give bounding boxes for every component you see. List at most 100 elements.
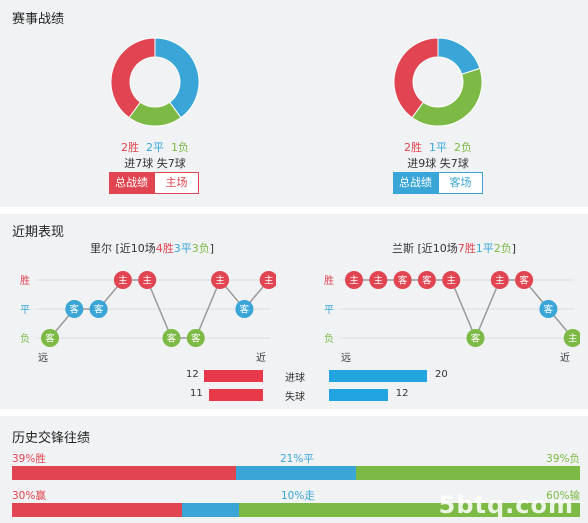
away-form-match-dot — [442, 271, 461, 289]
away-form-venue-label: 主 — [446, 275, 456, 287]
home-form-venue-label: 客 — [94, 304, 104, 316]
h2h-handicap-bar — [12, 503, 580, 517]
recent-form-title: 近期表现 — [12, 225, 65, 240]
home-form-match-point: 主 — [259, 271, 276, 289]
away-form-match-point: 主 — [345, 271, 363, 289]
home-form-title: 里尔 [近10场4胜3平3负] — [90, 240, 214, 256]
away-form-prefix: 兰斯 [近10场 — [392, 242, 458, 255]
home-form-match-dot — [162, 329, 181, 347]
away-form-match-point: 主 — [563, 329, 580, 347]
home-form-venue-label: 主 — [264, 275, 274, 287]
home-form-wins: 4胜 — [155, 242, 174, 255]
home-form-venue-label: 客 — [240, 304, 250, 316]
home-record-summary: 2胜 2平 1负 — [85, 139, 225, 155]
home-axis-draw: 平 — [20, 305, 30, 316]
home-form-match-point: 客 — [41, 329, 59, 347]
home-axis-far: 远 — [38, 353, 48, 364]
home-form-match-dot — [186, 329, 205, 347]
away-form-venue-label: 客 — [471, 333, 481, 345]
home-form-match-dot — [113, 271, 132, 289]
away-form-match-dot — [417, 271, 436, 289]
home-draws: 2平 — [146, 141, 164, 154]
home-form-match-dot — [259, 271, 276, 289]
home-form-match-dot — [138, 271, 157, 289]
home-form-venue-label: 主 — [118, 275, 128, 287]
home-form-match-dot — [89, 300, 108, 318]
home-goals-summary: 进7球 失7球 — [124, 157, 186, 170]
home-form-match-point: 客 — [162, 329, 181, 347]
away-axis-loss: 负 — [324, 334, 334, 345]
tab-home-overall[interactable]: 总战绩 — [109, 172, 154, 194]
away-form-suffix: ] — [511, 242, 517, 255]
h2h-win-segment — [12, 466, 236, 480]
home-form-match-point: 主 — [113, 271, 132, 289]
conceded-away-value: 12 — [395, 388, 409, 399]
away-form-match-point: 客 — [393, 271, 412, 289]
away-form-venue-label: 主 — [349, 275, 359, 287]
away-form-venue-label: 客 — [519, 275, 529, 287]
away-form-venue-label: 主 — [374, 275, 384, 287]
home-form-trend-line — [49, 278, 270, 339]
home-form-prefix: 里尔 [近10场 — [90, 242, 156, 255]
h2h-loss-label: 39%负 — [546, 453, 580, 465]
home-form-venue-label: 客 — [191, 333, 201, 345]
home-record-tabs: 总战绩 主场 — [109, 172, 199, 194]
away-form-venue-label: 主 — [568, 333, 578, 345]
away-form-wins: 7胜 — [457, 242, 476, 255]
home-form-match-point: 客 — [89, 300, 108, 318]
h2h-handicap-push-label: 10%走 — [281, 490, 315, 502]
conceded-label: 失球 — [285, 392, 305, 403]
home-form-match-dot — [41, 329, 59, 347]
h2h-draw-label: 21%平 — [280, 453, 314, 465]
home-form-venue-label: 客 — [167, 333, 177, 345]
home-form-suffix: ] — [209, 242, 215, 255]
home-wins: 2胜 — [121, 141, 139, 154]
home-form-match-point: 主 — [138, 271, 157, 289]
home-form-venue-label: 主 — [215, 275, 225, 287]
head-to-head-title: 历史交锋往绩 — [12, 431, 91, 446]
h2h-loss-segment — [356, 466, 580, 480]
away-form-match-point: 客 — [417, 271, 436, 289]
tab-away-venue[interactable]: 客场 — [438, 172, 483, 194]
away-form-match-point: 客 — [539, 300, 558, 318]
h2h-handicap-win-label: 30%赢 — [12, 490, 46, 502]
away-form-losses: 2负 — [493, 242, 512, 255]
home-losses: 1负 — [171, 141, 189, 154]
away-form-match-dot — [345, 271, 363, 289]
h2h-result-bar — [12, 466, 580, 480]
away-draws: 1平 — [429, 141, 447, 154]
away-axis-draw: 平 — [324, 305, 334, 316]
away-form-match-point: 客 — [466, 329, 485, 347]
away-record-tabs: 总战绩 客场 — [393, 172, 483, 194]
site-watermark: 5btq.com — [438, 491, 574, 519]
recent-form-panel: 近期表现 里尔 [近10场4胜3平3负] 兰斯 [近10场7胜1平2负] 胜 平… — [0, 214, 588, 409]
record-title: 赛事战绩 — [12, 12, 65, 27]
away-form-match-dot — [539, 300, 558, 318]
away-form-match-dot — [369, 271, 388, 289]
away-form-match-point: 主 — [369, 271, 388, 289]
home-form-match-point: 客 — [65, 300, 84, 318]
away-form-match-point: 客 — [515, 271, 534, 289]
tab-home-venue[interactable]: 主场 — [154, 172, 199, 194]
away-form-trend-line — [354, 279, 574, 340]
tab-away-overall[interactable]: 总战绩 — [393, 172, 438, 194]
away-form-match-dot — [393, 271, 412, 289]
home-form-match-point: 客 — [186, 329, 205, 347]
home-form-match-point: 主 — [211, 271, 230, 289]
away-donut-draw-slice — [437, 37, 481, 75]
away-form-venue-label: 客 — [544, 304, 554, 316]
home-donut-win-slice — [110, 37, 156, 119]
home-form-match-dot — [211, 271, 230, 289]
away-form-venue-label: 主 — [495, 275, 505, 287]
conceded-home-bar — [209, 389, 263, 401]
home-form-venue-label: 主 — [142, 275, 152, 287]
h2h-handicap-push-segment — [182, 503, 240, 517]
away-record-summary: 2胜 1平 2负 — [368, 139, 508, 155]
away-axis-win: 胜 — [324, 276, 334, 287]
home-axis-near: 近 — [256, 353, 266, 364]
home-form-venue-label: 客 — [70, 304, 80, 316]
away-donut-loss-slice — [411, 67, 483, 127]
away-form-title: 兰斯 [近10场7胜1平2负] — [392, 240, 516, 256]
head-to-head-panel: 历史交锋往绩 39%胜 21%平 39%负 30%赢 10%走 60%输 5bt… — [0, 416, 588, 523]
